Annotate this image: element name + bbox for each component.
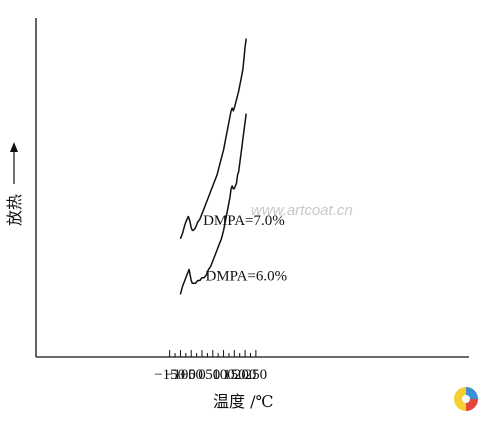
x-tick-label: −100 bbox=[165, 367, 196, 383]
series-label-1: DMPA=7.0% bbox=[203, 213, 285, 229]
x-ticks bbox=[169, 350, 257, 357]
series-lines bbox=[179, 38, 247, 295]
series-line-2 bbox=[179, 113, 247, 295]
x-tick-label: 50 bbox=[205, 367, 220, 383]
x-axis-label: 温度 /℃ bbox=[213, 392, 273, 411]
series-annotations: DMPA=7.0% DMPA=6.0% bbox=[203, 213, 287, 285]
watermark-text: www.artcoat.cn bbox=[251, 202, 353, 219]
x-tick-label: 0 bbox=[198, 367, 206, 383]
series-line-1 bbox=[179, 38, 247, 240]
x-tick-label: −150 bbox=[154, 367, 185, 383]
series-label-2: DMPA=6.0% bbox=[205, 269, 287, 285]
x-tick-label: 150 bbox=[223, 367, 246, 383]
x-tick-label: 100 bbox=[212, 367, 235, 383]
x-tick-label: −50 bbox=[179, 367, 202, 383]
y-axis-arrow-icon bbox=[10, 142, 18, 184]
x-tick-label: 250 bbox=[245, 367, 268, 383]
y-axis-label: 放热 bbox=[5, 194, 24, 226]
x-tick-label: 200 bbox=[234, 367, 257, 383]
watermark-logo-icon bbox=[454, 387, 478, 411]
axes-frame bbox=[35, 18, 469, 358]
